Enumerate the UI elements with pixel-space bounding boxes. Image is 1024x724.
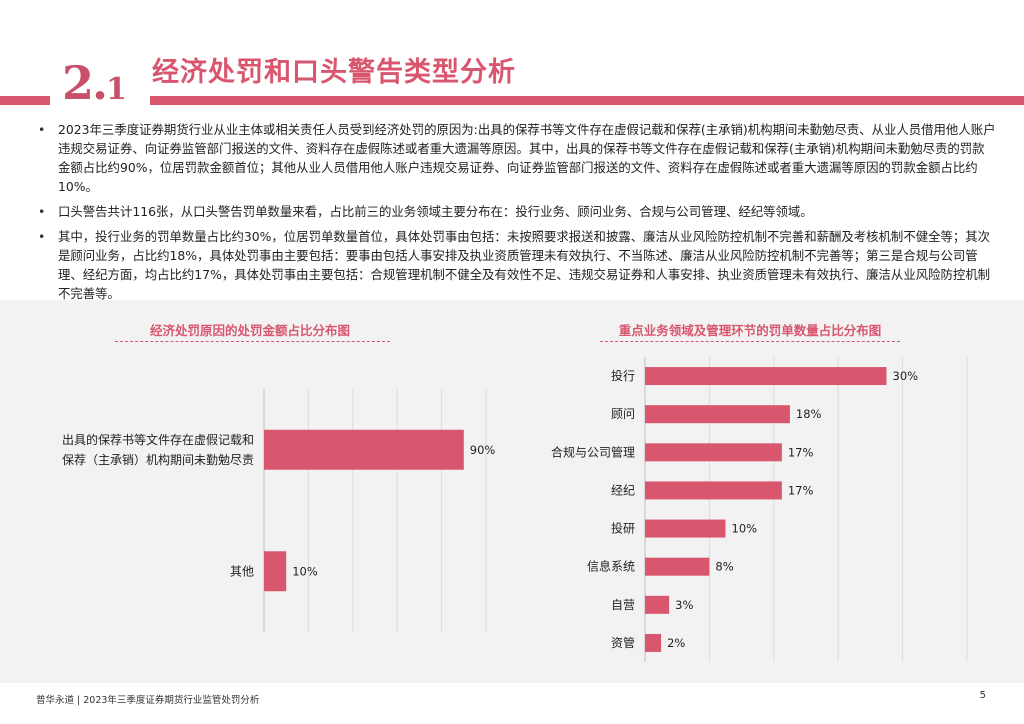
tick-label: 自营	[611, 598, 635, 612]
chart-title-left-underline	[115, 341, 390, 342]
bullet-item: 其中，投行业务的罚单数量占比约30%，位居罚单数量首位，具体处罚事由包括：未按照…	[36, 227, 996, 303]
tick-label: 合规与公司管理	[551, 444, 635, 459]
tick-label: 其他	[230, 564, 254, 578]
bar	[645, 443, 782, 462]
data-label: 90%	[470, 443, 496, 457]
data-label: 2%	[667, 636, 685, 650]
tick-label: 经纪	[611, 483, 635, 497]
bar	[645, 367, 887, 386]
bar	[645, 405, 790, 424]
bar	[264, 429, 464, 470]
chart-panel	[0, 300, 1024, 683]
data-label: 3%	[675, 598, 693, 612]
tick-label: 资管	[611, 635, 635, 650]
tick-label: 信息系统	[587, 559, 635, 574]
page-number: 5	[979, 690, 986, 701]
bar	[264, 551, 287, 592]
data-label: 17%	[788, 483, 814, 497]
section-number-minor: 1	[106, 72, 127, 107]
bullet-list: 2023年三季度证券期货行业从业主体或相关责任人员受到经济处罚的原因为:出具的保…	[36, 120, 996, 309]
bar	[645, 519, 726, 538]
bar	[645, 557, 710, 576]
chart-title-right: 重点业务领域及管理环节的罚单数量占比分布图	[618, 323, 882, 338]
chart-title-right-underline	[600, 341, 900, 342]
section-number-major: 2.	[62, 56, 108, 110]
data-label: 10%	[732, 522, 758, 536]
data-label: 10%	[292, 564, 318, 578]
bar	[645, 633, 662, 652]
data-label: 30%	[893, 369, 919, 383]
bar	[645, 481, 782, 500]
data-label: 17%	[788, 445, 814, 459]
chart-title-left: 经济处罚原因的处罚金额占比分布图	[149, 323, 350, 338]
page-title: 经济处罚和口头警告类型分析	[152, 57, 516, 88]
footer-text: 普华永道 | 2023年三季度证券期货行业监管处罚分析	[36, 695, 260, 706]
tick-label: 投研	[611, 521, 635, 536]
bullet-item: 2023年三季度证券期货行业从业主体或相关责任人员受到经济处罚的原因为:出具的保…	[36, 120, 996, 196]
bullet-item: 口头警告共计116张，从口头警告罚单数量来看，占比前三的业务领域主要分布在：投行…	[36, 202, 996, 221]
tick-label: 顾问	[611, 407, 635, 421]
tick-label: 投行	[611, 368, 635, 383]
tick-label: 出具的保荐书等文件存在虚假记载和保荐（主承销）机构期间未勤勉尽责	[62, 432, 254, 467]
section-number: 2.1	[62, 56, 127, 110]
header-rule-right	[150, 96, 1024, 105]
data-label: 18%	[796, 407, 822, 421]
header-rule-left	[0, 96, 50, 105]
bar	[645, 595, 670, 614]
data-label: 8%	[715, 560, 733, 574]
